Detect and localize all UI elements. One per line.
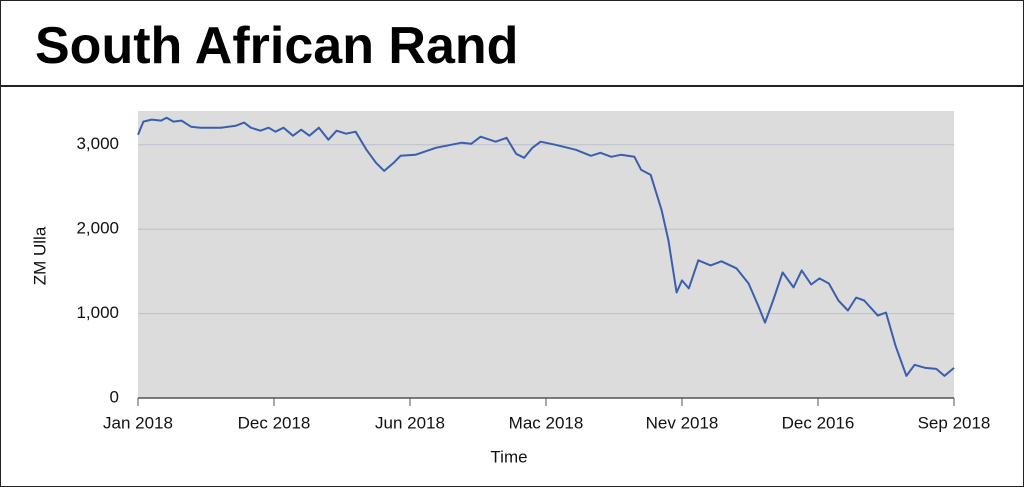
y-tick-label: 3,000 bbox=[76, 134, 119, 153]
y-tick-label: 2,000 bbox=[76, 219, 119, 238]
x-tick-label: Jan 2018 bbox=[103, 413, 173, 432]
y-tick-label: 0 bbox=[110, 387, 119, 406]
x-axis-label: Time bbox=[490, 447, 527, 466]
x-tick-label: Sep 2018 bbox=[918, 413, 991, 432]
x-tick-label: Mac 2018 bbox=[509, 413, 584, 432]
plot-area bbox=[138, 111, 954, 398]
x-tick-label: Jun 2018 bbox=[375, 413, 445, 432]
chart-title: South African Rand bbox=[35, 17, 519, 75]
y-axis-label: ZM Ulla bbox=[30, 226, 49, 285]
data-line bbox=[137, 116, 955, 377]
y-tick-label: 1,000 bbox=[76, 303, 119, 322]
x-tick-label: Dec 2018 bbox=[238, 413, 311, 432]
x-tick-label: Dec 2016 bbox=[782, 413, 855, 432]
header: South African Rand bbox=[1, 1, 1023, 87]
x-tick-label: Nev 2018 bbox=[646, 413, 719, 432]
